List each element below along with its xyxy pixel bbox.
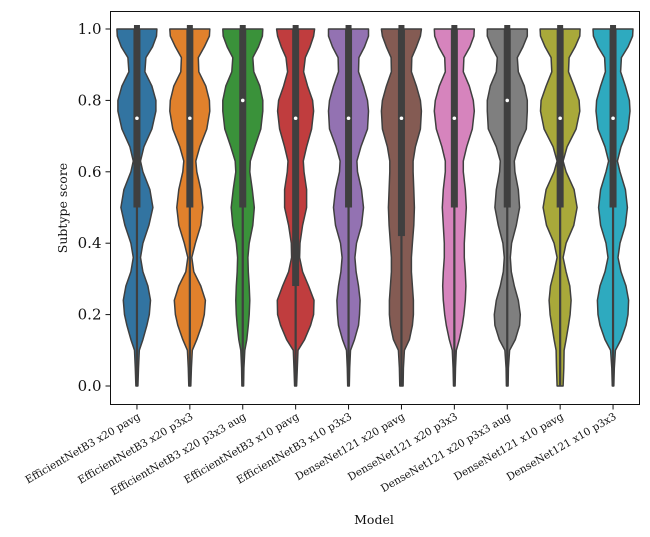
violin-iqr-box bbox=[239, 29, 247, 208]
violin-median-marker bbox=[505, 98, 510, 103]
violin-iqr-box bbox=[503, 29, 511, 208]
plot-frame bbox=[110, 11, 640, 405]
violin-iqr-box bbox=[292, 29, 300, 287]
violin-median-marker bbox=[293, 116, 298, 121]
y-tick-label: 1.0 bbox=[78, 20, 102, 38]
y-tick-label: 0.4 bbox=[78, 234, 102, 252]
violin-median-marker bbox=[558, 116, 562, 121]
violin-median-marker bbox=[135, 116, 139, 121]
y-tick-label: 0.6 bbox=[78, 163, 102, 181]
y-tick-label: 0.8 bbox=[78, 91, 102, 109]
violin-median-marker bbox=[399, 116, 404, 121]
violin-median-marker bbox=[452, 116, 457, 121]
violin-median-marker bbox=[188, 116, 192, 121]
violin-median-marker bbox=[611, 116, 615, 121]
violin-median-marker bbox=[346, 116, 351, 121]
violin-median-marker bbox=[240, 98, 245, 103]
x-axis-label: Model bbox=[354, 512, 394, 527]
violins-group bbox=[116, 25, 634, 387]
violin-iqr-box bbox=[397, 29, 405, 237]
y-axis-label: Subtype score bbox=[55, 163, 70, 253]
y-tick-label: 0.2 bbox=[78, 306, 102, 324]
y-tick-label: 0.0 bbox=[78, 377, 102, 395]
y-axis: 0.0 0.2 0.4 0.6 0.8 1.0 bbox=[78, 20, 111, 395]
